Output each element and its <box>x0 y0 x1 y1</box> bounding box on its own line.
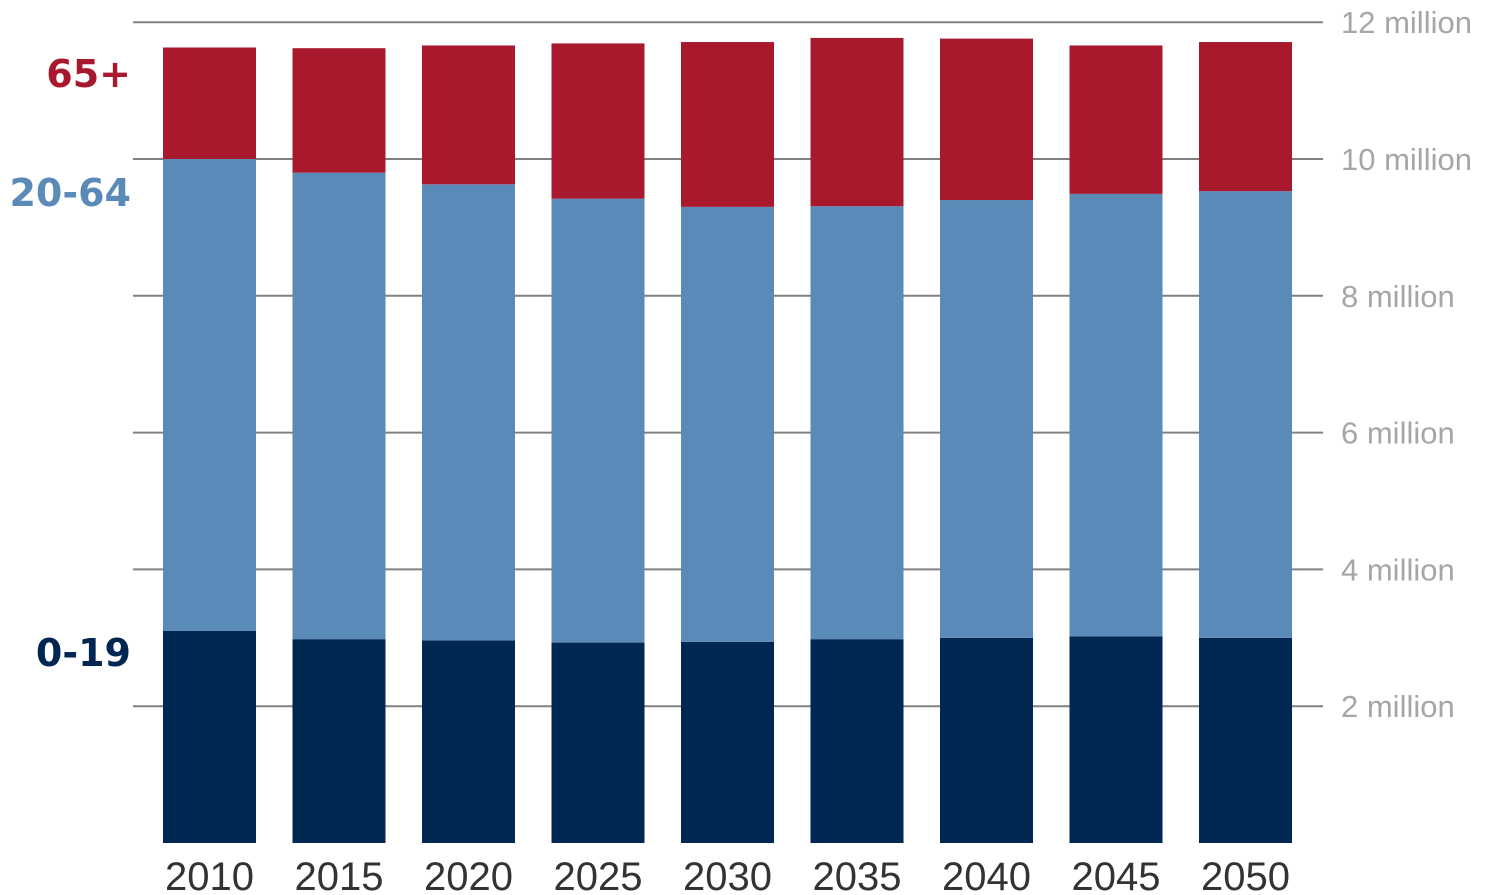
x-category-label: 2050 <box>1201 855 1290 895</box>
bar-segment-65-2040 <box>940 38 1033 201</box>
x-category-label: 2035 <box>813 855 902 895</box>
bar-segment-20-64-2020 <box>422 184 515 641</box>
bar-segment-20-64-2010 <box>163 159 256 631</box>
bar-segment-65-2020 <box>422 45 515 185</box>
bar-stack-2025 <box>551 43 645 843</box>
y-axis-tick-labels: 2 million 4 million 6 million 8 million 10 m… <box>1341 5 1472 724</box>
series-labels: 0-19 20-64 65+ <box>9 52 131 675</box>
series-label-0-19: 0-19 <box>36 631 131 675</box>
bar-segment-65-2045 <box>1069 45 1163 194</box>
bar-segment-65-2050 <box>1199 42 1292 192</box>
x-category-label: 2020 <box>424 855 513 895</box>
bar-segment-65-2025 <box>551 43 645 199</box>
bar-segment-20-64-2015 <box>292 172 386 640</box>
bar-segment-0-19-2050 <box>1199 637 1292 843</box>
bar-segment-0-19-2045 <box>1069 636 1163 843</box>
bar-segment-0-19-2040 <box>940 637 1033 843</box>
y-tick-label: 8 million <box>1341 279 1455 314</box>
bar-stack-2015 <box>292 48 386 843</box>
bar-segment-65-2015 <box>292 48 386 173</box>
y-tick-label: 6 million <box>1341 416 1455 451</box>
bar-stack-2010 <box>163 47 256 843</box>
bar-segment-65-2035 <box>810 37 904 207</box>
bar-stack-2035 <box>810 37 904 843</box>
bar-segment-20-64-2025 <box>551 198 645 643</box>
bar-segment-20-64-2035 <box>810 206 904 640</box>
bar-segment-20-64-2050 <box>1199 191 1292 638</box>
bar-stack-2040 <box>940 38 1033 843</box>
bar-segment-0-19-2025 <box>551 642 645 843</box>
y-tick-label: 2 million <box>1341 689 1455 724</box>
bar-segment-0-19-2020 <box>422 640 515 843</box>
bar-stack-2045 <box>1069 45 1163 843</box>
bar-stack-2030 <box>681 42 774 843</box>
x-category-label: 2025 <box>554 855 643 895</box>
x-category-label: 2030 <box>683 855 772 895</box>
x-category-label: 2040 <box>942 855 1031 895</box>
bar-segment-0-19-2030 <box>681 641 774 843</box>
y-tick-label: 12 million <box>1341 5 1472 40</box>
x-category-label: 2010 <box>165 855 254 895</box>
series-label-65: 65+ <box>46 52 131 96</box>
bar-segment-20-64-2040 <box>940 200 1033 638</box>
bar-stack-2050 <box>1199 42 1292 843</box>
series-label-20-64: 20-64 <box>9 171 131 215</box>
x-category-label: 2015 <box>295 855 384 895</box>
x-category-label: 2045 <box>1072 855 1161 895</box>
y-tick-label: 10 million <box>1341 142 1472 177</box>
bar-segment-20-64-2045 <box>1069 193 1163 637</box>
bar-segment-0-19-2035 <box>810 639 904 843</box>
bar-stack-2020 <box>422 45 515 843</box>
bar-stacks <box>163 37 1292 843</box>
bar-segment-20-64-2030 <box>681 206 774 642</box>
y-tick-label: 4 million <box>1341 552 1455 587</box>
bar-segment-0-19-2015 <box>292 639 386 843</box>
x-axis-category-labels: 2010 2015 2020 2025 2030 2035 2040 2045 2050 <box>165 855 1290 895</box>
bar-segment-65-2010 <box>163 47 256 160</box>
bar-segment-0-19-2010 <box>163 630 256 843</box>
bar-segment-65-2030 <box>681 42 774 207</box>
